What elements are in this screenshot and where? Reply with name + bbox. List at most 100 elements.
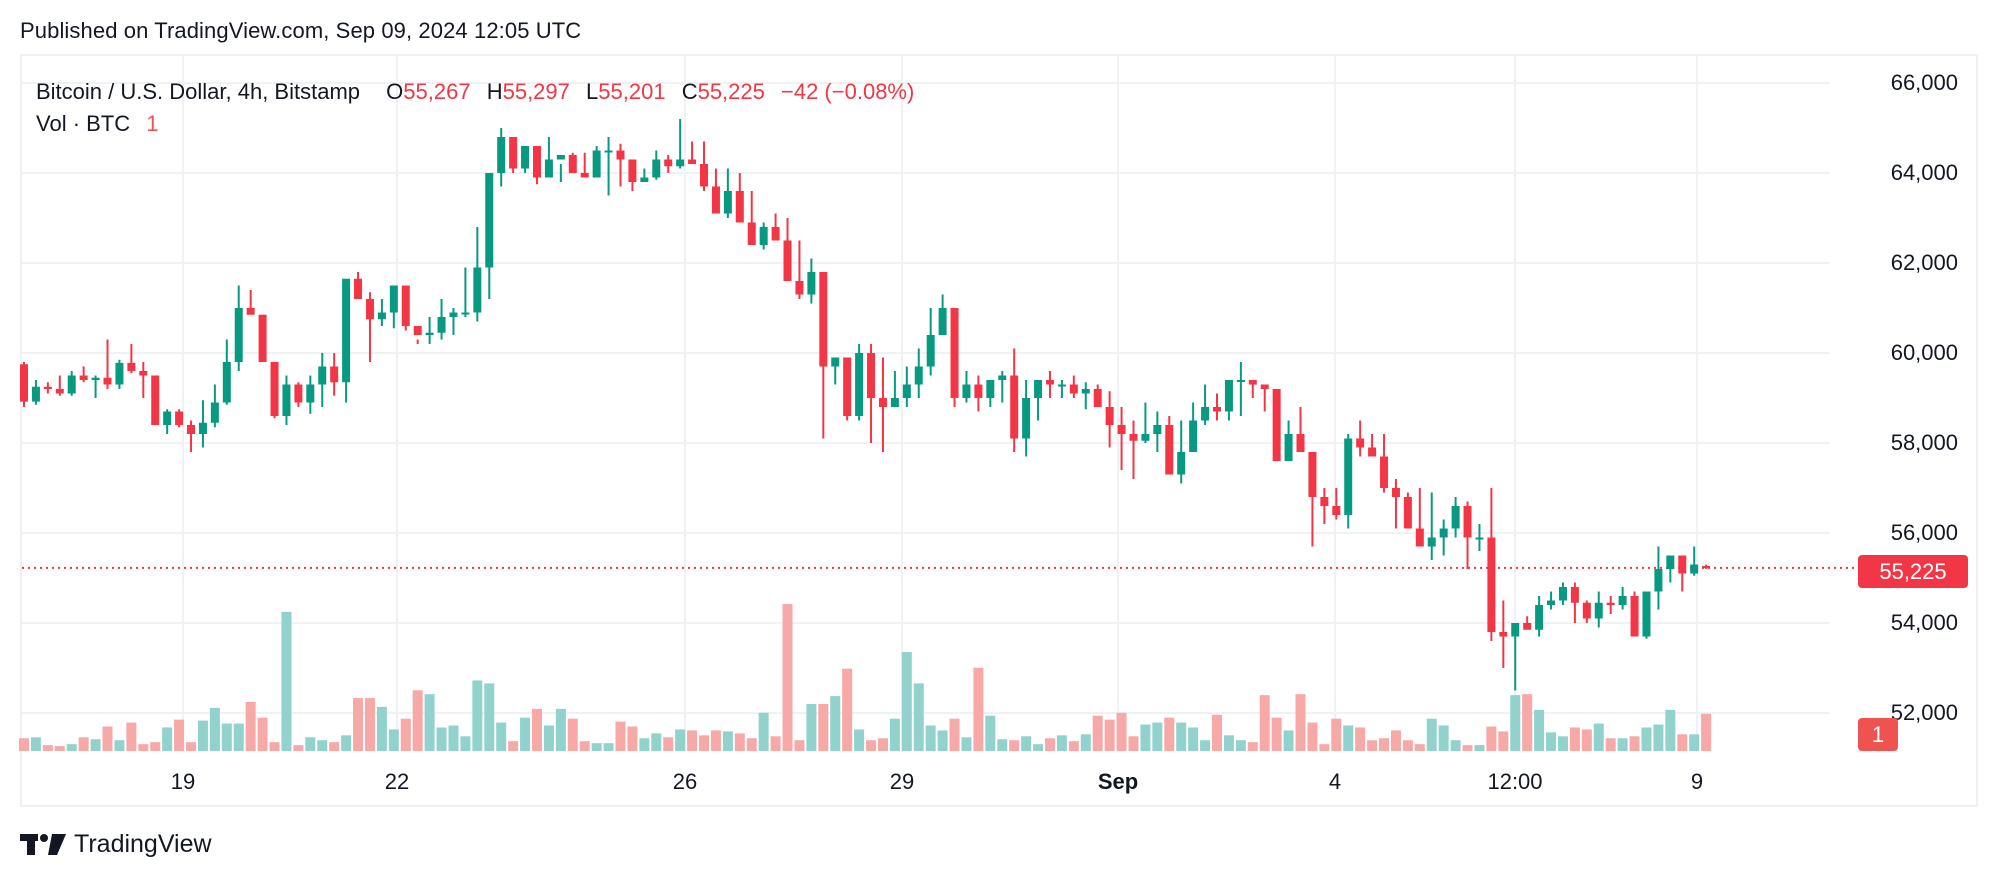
candle-up[interactable] xyxy=(998,375,1007,381)
candle-up[interactable] xyxy=(210,402,219,423)
candle-down[interactable] xyxy=(79,375,88,381)
candle-up[interactable] xyxy=(282,384,291,417)
candle-up[interactable] xyxy=(1642,591,1651,637)
candle-down[interactable] xyxy=(532,146,541,178)
candle-up[interactable] xyxy=(676,159,685,167)
candle-up[interactable] xyxy=(1618,596,1627,605)
candle-up[interactable] xyxy=(449,312,458,318)
candle-down[interactable] xyxy=(1380,456,1389,489)
candle-up[interactable] xyxy=(640,177,649,183)
candle-down[interactable] xyxy=(1045,380,1054,385)
candle-down[interactable] xyxy=(1320,497,1329,506)
volume-label[interactable]: Vol · BTC xyxy=(36,111,131,136)
candle-down[interactable] xyxy=(1391,488,1400,497)
candle-down[interactable] xyxy=(735,191,744,223)
candle-up[interactable] xyxy=(67,375,76,394)
candle-down[interactable] xyxy=(1356,438,1365,448)
candle-down[interactable] xyxy=(878,398,887,407)
candle-down[interactable] xyxy=(1332,506,1341,515)
candle-up[interactable] xyxy=(962,384,971,399)
candle-up[interactable] xyxy=(198,422,207,434)
candle-down[interactable] xyxy=(1499,632,1508,637)
candle-down[interactable] xyxy=(1523,623,1532,630)
candle-up[interactable] xyxy=(1177,452,1186,475)
candle-up[interactable] xyxy=(1511,623,1520,637)
candle-down[interactable] xyxy=(55,389,64,394)
candle-up[interactable] xyxy=(306,384,315,403)
candle-up[interactable] xyxy=(544,159,553,178)
candle-up[interactable] xyxy=(1022,398,1031,439)
candle-down[interactable] xyxy=(330,366,339,383)
candle-up[interactable] xyxy=(926,335,935,367)
candle-down[interactable] xyxy=(20,364,28,402)
candle-down[interactable] xyxy=(187,425,196,434)
candle-up[interactable] xyxy=(1451,506,1460,529)
candle-up[interactable] xyxy=(759,227,768,245)
candle-up[interactable] xyxy=(723,191,732,214)
candle-down[interactable] xyxy=(1403,497,1412,529)
candle-down[interactable] xyxy=(1117,425,1126,434)
candle-up[interactable] xyxy=(592,150,601,178)
candle-up[interactable] xyxy=(938,308,947,335)
candle-down[interactable] xyxy=(580,173,589,178)
candle-down[interactable] xyxy=(568,155,577,173)
candle-down[interactable] xyxy=(1248,380,1257,385)
candle-down[interactable] xyxy=(127,362,136,371)
candle-down[interactable] xyxy=(843,357,852,417)
candle-up[interactable] xyxy=(163,411,172,426)
candle-up[interactable] xyxy=(1236,380,1245,382)
candle-down[interactable] xyxy=(1463,506,1472,538)
candle-down[interactable] xyxy=(1010,375,1019,439)
candle-down[interactable] xyxy=(819,272,828,367)
candle-up[interactable] xyxy=(318,366,327,385)
candle-down[interactable] xyxy=(1129,434,1138,441)
candle-up[interactable] xyxy=(521,146,530,169)
candle-down[interactable] xyxy=(1678,555,1687,574)
candle-up[interactable] xyxy=(1558,587,1567,601)
candle-down[interactable] xyxy=(401,285,410,327)
candle-down[interactable] xyxy=(413,326,422,335)
candle-down[interactable] xyxy=(1415,528,1424,547)
candle-up[interactable] xyxy=(1475,537,1484,540)
candle-down[interactable] xyxy=(771,227,780,241)
candle-down[interactable] xyxy=(1213,407,1221,412)
candle-down[interactable] xyxy=(509,137,518,169)
candle-down[interactable] xyxy=(246,308,255,315)
candle-up[interactable] xyxy=(437,317,446,333)
candle-down[interactable] xyxy=(1093,389,1102,407)
candle-down[interactable] xyxy=(664,159,673,167)
candle-down[interactable] xyxy=(1630,596,1639,637)
candle-down[interactable] xyxy=(1582,602,1591,619)
candle-down[interactable] xyxy=(1272,389,1281,461)
candle-up[interactable] xyxy=(425,332,434,335)
candle-up[interactable] xyxy=(807,272,816,295)
candle-down[interactable] xyxy=(711,186,720,214)
candle-up[interactable] xyxy=(1666,555,1675,570)
candle-down[interactable] xyxy=(974,384,983,399)
candle-up[interactable] xyxy=(1201,407,1210,421)
candle-down[interactable] xyxy=(628,159,637,183)
candle-down[interactable] xyxy=(688,159,697,165)
candle-up[interactable] xyxy=(1594,602,1603,619)
candle-up[interactable] xyxy=(914,366,923,385)
candle-up[interactable] xyxy=(1153,425,1162,434)
candle-up[interactable] xyxy=(31,386,40,402)
candle-up[interactable] xyxy=(986,380,995,398)
candle-down[interactable] xyxy=(1487,537,1496,633)
candle-down[interactable] xyxy=(103,377,112,385)
chart-container[interactable] xyxy=(20,54,1978,807)
candle-up[interactable] xyxy=(1224,380,1233,412)
candle-down[interactable] xyxy=(1296,434,1305,452)
candle-down[interactable] xyxy=(1165,425,1174,475)
candle-up[interactable] xyxy=(1344,438,1353,516)
candle-down[interactable] xyxy=(354,278,363,299)
candle-up[interactable] xyxy=(115,362,124,385)
candle-down[interactable] xyxy=(270,362,279,416)
candle-up[interactable] xyxy=(1034,380,1043,398)
candle-down[interactable] xyxy=(43,386,52,389)
candle-up[interactable] xyxy=(1535,605,1544,630)
candle-up[interactable] xyxy=(1189,420,1198,453)
candle-up[interactable] xyxy=(342,278,351,383)
candle-up[interactable] xyxy=(497,137,506,173)
